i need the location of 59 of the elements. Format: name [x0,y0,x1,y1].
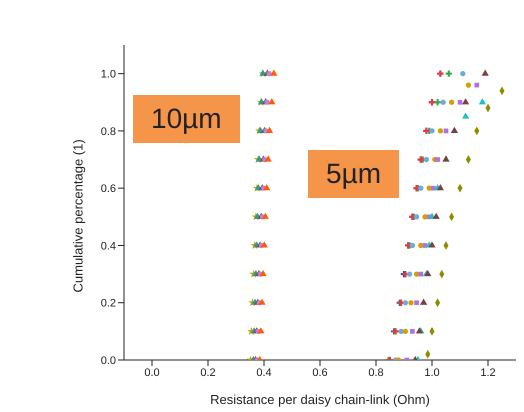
point [418,186,424,191]
point [406,271,412,277]
point [424,156,430,162]
point [434,99,441,106]
point [402,300,408,306]
x-tick-label: 1.0 [424,366,440,379]
point [260,241,268,248]
point [432,212,440,219]
point [444,128,448,134]
point [462,112,470,119]
point [410,242,416,248]
annotation: 5µm [308,150,400,198]
y-tick-label: 1.0 [100,68,116,81]
point [410,329,415,334]
y-tick-label: 0.4 [100,240,116,252]
x-tick-label: 0.2 [200,366,216,379]
point [458,100,462,105]
x-tick-label: 0.8 [368,366,384,379]
point [260,270,267,276]
annotation: 10µm [133,95,240,143]
point [429,128,435,134]
y-tick-label: 0.0 [100,354,116,367]
point [446,70,452,77]
y-tick-label: 0.8 [100,126,116,138]
point [440,100,446,105]
point [482,70,489,76]
point [418,272,424,276]
point [426,186,432,191]
point [448,100,454,105]
point [462,98,470,104]
point [270,70,278,76]
x-tick-label: 0.4 [256,366,272,379]
x-axis-title: Resistance per daisy chain-link (Ohm) [210,392,430,407]
point [428,241,436,248]
x-tick-label: 0.0 [144,366,160,379]
point [435,157,440,162]
point [262,212,269,219]
y-tick-label: 0.2 [100,298,116,310]
x-tick-label: 1.2 [480,366,496,379]
point [438,128,444,134]
point [414,214,420,220]
point [408,300,414,306]
point [264,155,272,162]
y-tick-label: 0.6 [100,183,116,196]
point [257,327,264,334]
point [266,70,272,76]
y-axis-title: Cumulative percentage (1) [70,139,86,292]
x-tick-label: 0.6 [312,366,328,379]
point [266,126,274,133]
point [478,98,486,104]
point [466,82,472,88]
point [402,328,408,334]
point [263,184,270,190]
point [474,82,480,88]
point [460,70,466,76]
point [268,98,276,104]
point [414,300,419,306]
point [436,184,444,190]
point [258,298,266,305]
